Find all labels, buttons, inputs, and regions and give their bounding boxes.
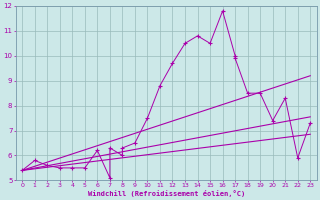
X-axis label: Windchill (Refroidissement éolien,°C): Windchill (Refroidissement éolien,°C) [88, 190, 245, 197]
